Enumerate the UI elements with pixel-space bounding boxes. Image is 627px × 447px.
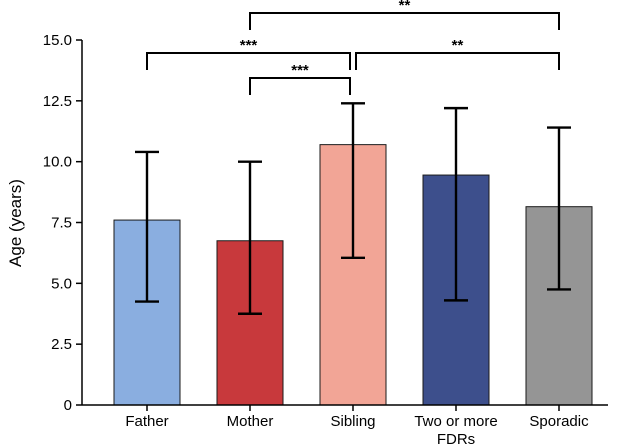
significance-label-3: ***: [291, 62, 309, 79]
significance-brackets: ***** *****: [146, 0, 560, 95]
x-tick-label-line: Sibling: [330, 413, 375, 430]
y-tick-label-4: 10.0: [43, 154, 72, 171]
y-tick-label-5: 12.5: [43, 93, 72, 110]
axes-group: 0 2.5 5.0 7.5 10.0 12.5 15.0 Father Mother Siblin…: [43, 32, 608, 447]
significance-label-1: ***: [240, 37, 258, 54]
significance-bracket-0: [249, 12, 560, 30]
significance-label-0: **: [399, 0, 411, 14]
y-axis-title: Age (years): [6, 179, 25, 267]
significance-bracket-1: [146, 52, 351, 70]
x-tick-label-0: Father: [125, 413, 168, 430]
error-bars-group: [135, 102, 571, 315]
x-tick-label-4: Sporadic: [529, 413, 589, 430]
x-tick-label-line: FDRs: [437, 431, 475, 447]
significance-bracket-2: [355, 52, 560, 70]
x-tick-label-line: Sporadic: [529, 413, 589, 430]
x-tick-label-1: Mother: [227, 413, 274, 430]
x-tick-label-line: Mother: [227, 413, 274, 430]
significance-label-2: **: [452, 37, 464, 54]
y-tick-label-6: 15.0: [43, 32, 72, 49]
y-tick-label-0: 0: [64, 397, 72, 414]
x-tick-label-line: Two or more: [414, 413, 497, 430]
significance-bracket-3: [249, 77, 351, 95]
x-tick-label-2: Sibling: [330, 413, 375, 430]
y-tick-label-3: 7.5: [51, 215, 72, 232]
x-tick-label-3: Two or more FDRs: [414, 413, 497, 447]
y-tick-label-2: 5.0: [51, 275, 72, 292]
x-tick-label-line: Father: [125, 413, 168, 430]
y-tick-label-1: 2.5: [51, 336, 72, 353]
